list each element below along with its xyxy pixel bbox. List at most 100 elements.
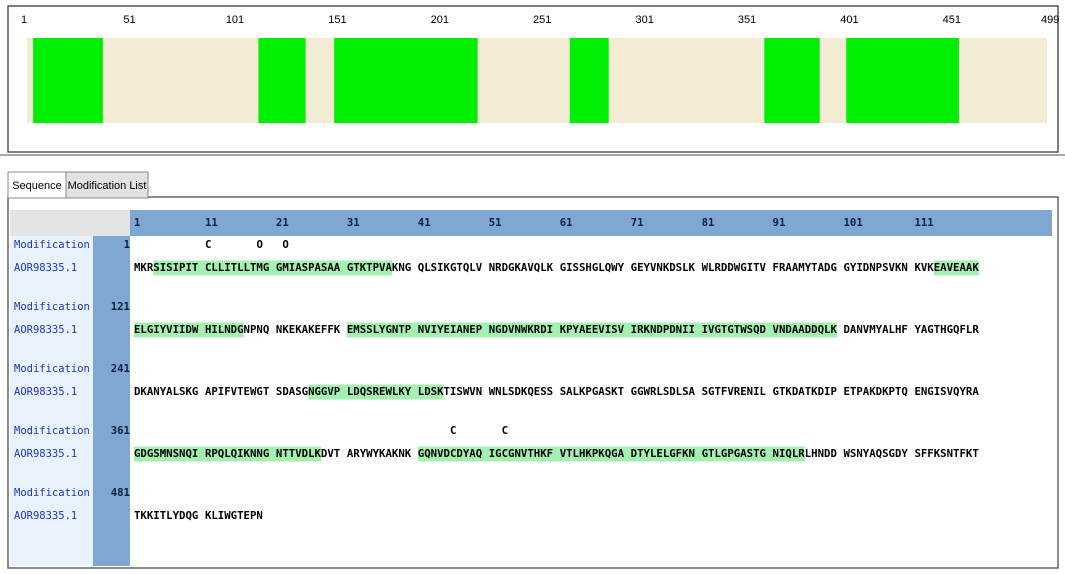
- number-column: [93, 236, 130, 566]
- sequence-block: ENGISVQYRA: [914, 385, 979, 398]
- sequence-block: NTTVDLKDVT: [276, 447, 340, 460]
- modification-symbol: O: [257, 238, 263, 251]
- sequence-block: GTKDATKDIP: [773, 385, 837, 398]
- row-label: Modification: [14, 301, 90, 313]
- ruler-label: 101: [226, 14, 244, 26]
- row-label: Modification: [14, 425, 90, 437]
- coverage-segment: [846, 38, 959, 123]
- sequence-block: FRAAMYTADG: [773, 261, 837, 274]
- sequence-block: NVIYEIANEP: [418, 323, 482, 336]
- sequence-block: DKANYALSKG: [134, 385, 198, 398]
- coverage-segment: [258, 38, 306, 123]
- ruler-label: 251: [533, 14, 551, 26]
- ruler-label: 151: [328, 14, 346, 26]
- sequence-block: SGTFVRENIL: [702, 385, 766, 398]
- sequence-block: NIQLRLHNDD: [773, 447, 837, 460]
- ruler-label: 401: [840, 14, 858, 26]
- column-number: 71: [631, 216, 644, 229]
- sequence-block: GISSHGLQWY: [560, 261, 625, 274]
- protein-id: AOR98335.1: [14, 510, 77, 522]
- column-number: 111: [914, 216, 933, 229]
- sequence-block: WLRDDWGITV: [702, 261, 767, 274]
- sequence-block: DTYLELGFKN: [631, 447, 695, 460]
- column-number: 21: [276, 216, 289, 229]
- header-band: [130, 210, 1052, 236]
- sequence-block: HILNDGNPNQ: [205, 323, 269, 336]
- sequence-block: GYIDNPSVKN: [844, 261, 908, 274]
- row-number: 1: [124, 238, 130, 251]
- coverage-highlight: [933, 260, 979, 276]
- sequence-block: GTLGPGASTG: [702, 447, 766, 460]
- sequence-block: VTLHKPKQGA: [560, 447, 625, 460]
- label-column: [10, 236, 93, 566]
- modification-symbol: O: [282, 238, 288, 251]
- sequence-block: QLSIKGTQLV: [418, 261, 483, 274]
- column-number: 81: [702, 216, 715, 229]
- tab[interactable]: [7, 171, 67, 199]
- column-number: 41: [418, 216, 431, 229]
- header-corner: [10, 210, 130, 236]
- sequence-block: IGCGNVTHKF: [489, 447, 553, 460]
- sequence-block: GQNVDCDYAQ: [418, 447, 482, 460]
- protein-id: AOR98335.1: [14, 448, 77, 460]
- sequence-block: WSNYAQSGDY: [844, 447, 909, 460]
- sequence-block: GEYVNKDSLK: [631, 261, 696, 274]
- ruler-label: 1: [21, 14, 27, 26]
- sequence-block: RPQLQIKNNG: [205, 447, 269, 460]
- modification-symbol: C: [502, 424, 508, 437]
- coverage-highlight: [308, 384, 444, 400]
- sequence-block: TKKITLYDQG: [134, 509, 198, 522]
- protein-id: AOR98335.1: [14, 386, 77, 398]
- protein-id: AOR98335.1: [14, 262, 77, 274]
- sequence-block: KLIWGTEPN: [205, 509, 263, 522]
- sequence-block: KPYAEEVISV: [560, 323, 625, 336]
- column-number: 11: [205, 216, 218, 229]
- column-number: 101: [844, 216, 863, 229]
- ruler-label: 201: [431, 14, 449, 26]
- ruler-label: 351: [738, 14, 756, 26]
- coverage-highlight: [134, 322, 244, 338]
- sequence-block: SDASGNGGVP: [276, 385, 340, 398]
- sequence-block: IVGTGTWSQD: [702, 323, 766, 336]
- sequence-block: ARYWYKAKNK: [347, 447, 412, 460]
- sequence-block: WNLSDKQESS: [489, 385, 553, 398]
- modification-symbol: C: [205, 238, 211, 251]
- sequence-block: SFFKSNTFKT: [914, 447, 978, 460]
- sequence-block: NGDVNWKRDI: [489, 323, 553, 336]
- sequence-panel: [7, 196, 1059, 569]
- coverage-highlight: [346, 322, 838, 338]
- sequence-block: LDQSREWLKY: [347, 385, 412, 398]
- row-label: Modification: [14, 239, 90, 251]
- coverage-segment: [33, 38, 103, 123]
- sequence-block: VNDAADDQLK: [773, 323, 838, 336]
- row-number: 481: [111, 486, 130, 499]
- coverage-segment: [764, 38, 820, 123]
- sequence-block: GTKTPVAKNG: [347, 261, 411, 274]
- row-number: 241: [111, 362, 130, 375]
- sequence-block: SALKPGASKT: [560, 385, 624, 398]
- coverage-highlight: [153, 260, 392, 276]
- sequence-block: IRKNDPDNII: [631, 323, 695, 336]
- sequence-block: EMSSLYGNTP: [347, 323, 411, 336]
- tab-label[interactable]: Modification List: [68, 180, 147, 192]
- sequence-block: ETPAKDKPTQ: [844, 385, 908, 398]
- coverage-highlight: [417, 446, 805, 462]
- sequence-block: MKRSISIPIT: [134, 261, 198, 274]
- ruler-label: 499: [1041, 14, 1059, 26]
- coverage-segment: [569, 38, 609, 123]
- sequence-block: GMIASPASAA: [276, 261, 341, 274]
- tab[interactable]: [65, 171, 149, 199]
- tab-label[interactable]: Sequence: [12, 180, 62, 192]
- row-label: Modification: [14, 363, 90, 375]
- coverage-highlight: [134, 446, 322, 462]
- ruler-label: 301: [635, 14, 653, 26]
- sequence-block: YAGTHGQFLR: [914, 323, 979, 336]
- ruler-label: 51: [123, 14, 135, 26]
- coverage-segment: [334, 38, 478, 123]
- sequence-block: DANVMYALHF: [844, 323, 908, 336]
- column-number: 1: [134, 216, 140, 229]
- sequence-block: NKEKAKEFFK: [276, 323, 341, 336]
- sequence-block: ELGIYVIIDW: [134, 323, 199, 336]
- sequence-block: GDGSMNSNQI: [134, 447, 198, 460]
